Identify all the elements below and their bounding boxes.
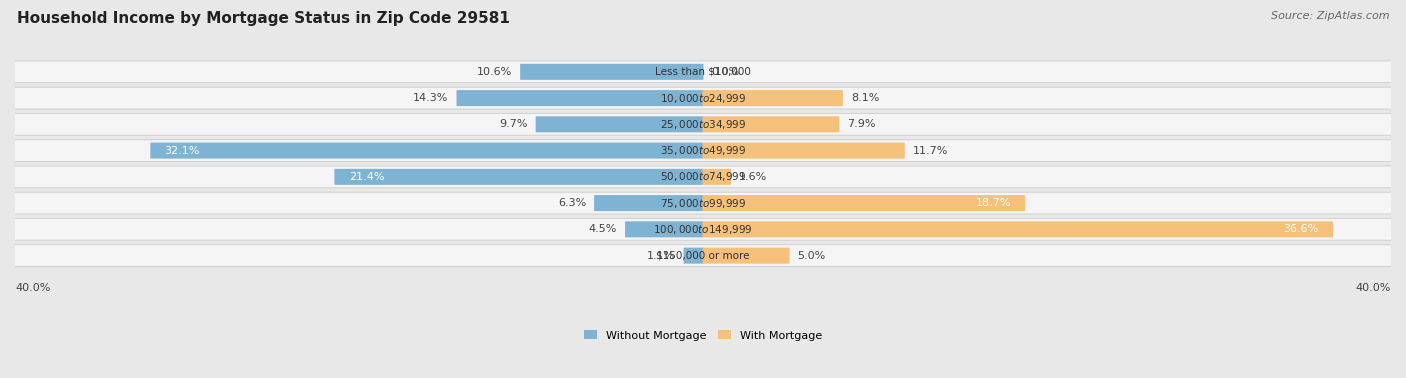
Text: 40.0%: 40.0%	[15, 283, 51, 293]
Text: Source: ZipAtlas.com: Source: ZipAtlas.com	[1271, 11, 1389, 21]
FancyBboxPatch shape	[536, 116, 703, 132]
FancyBboxPatch shape	[14, 87, 1392, 109]
FancyBboxPatch shape	[703, 90, 842, 106]
Text: 18.7%: 18.7%	[976, 198, 1011, 208]
Text: 9.7%: 9.7%	[499, 119, 527, 129]
Text: 11.7%: 11.7%	[912, 146, 948, 156]
Text: 40.0%: 40.0%	[1355, 283, 1391, 293]
Text: Less than $10,000: Less than $10,000	[655, 67, 751, 77]
Text: 4.5%: 4.5%	[589, 225, 617, 234]
Text: 1.1%: 1.1%	[647, 251, 675, 260]
FancyBboxPatch shape	[14, 61, 1392, 83]
Text: 14.3%: 14.3%	[413, 93, 449, 103]
Text: 36.6%: 36.6%	[1284, 225, 1319, 234]
FancyBboxPatch shape	[703, 169, 731, 185]
Text: $35,000 to $49,999: $35,000 to $49,999	[659, 144, 747, 157]
FancyBboxPatch shape	[14, 113, 1392, 135]
FancyBboxPatch shape	[703, 143, 904, 159]
Text: 5.0%: 5.0%	[797, 251, 825, 260]
FancyBboxPatch shape	[683, 248, 703, 263]
Text: $75,000 to $99,999: $75,000 to $99,999	[659, 197, 747, 210]
FancyBboxPatch shape	[703, 222, 1333, 237]
FancyBboxPatch shape	[457, 90, 703, 106]
Text: $50,000 to $74,999: $50,000 to $74,999	[659, 170, 747, 183]
Text: $25,000 to $34,999: $25,000 to $34,999	[659, 118, 747, 131]
FancyBboxPatch shape	[14, 218, 1392, 240]
FancyBboxPatch shape	[703, 195, 1025, 211]
FancyBboxPatch shape	[150, 143, 703, 159]
FancyBboxPatch shape	[14, 245, 1392, 266]
FancyBboxPatch shape	[520, 64, 703, 80]
Text: $10,000 to $24,999: $10,000 to $24,999	[659, 91, 747, 105]
FancyBboxPatch shape	[626, 222, 703, 237]
Text: 21.4%: 21.4%	[349, 172, 384, 182]
Text: 1.6%: 1.6%	[740, 172, 768, 182]
FancyBboxPatch shape	[335, 169, 703, 185]
Text: $100,000 to $149,999: $100,000 to $149,999	[654, 223, 752, 236]
FancyBboxPatch shape	[14, 140, 1392, 161]
Text: Household Income by Mortgage Status in Zip Code 29581: Household Income by Mortgage Status in Z…	[17, 11, 510, 26]
FancyBboxPatch shape	[703, 248, 790, 263]
FancyBboxPatch shape	[14, 166, 1392, 188]
Text: 0.0%: 0.0%	[711, 67, 740, 77]
FancyBboxPatch shape	[14, 192, 1392, 214]
Text: 7.9%: 7.9%	[848, 119, 876, 129]
Text: 6.3%: 6.3%	[558, 198, 586, 208]
Legend: Without Mortgage, With Mortgage: Without Mortgage, With Mortgage	[579, 326, 827, 345]
Text: $150,000 or more: $150,000 or more	[657, 251, 749, 260]
FancyBboxPatch shape	[595, 195, 703, 211]
Text: 8.1%: 8.1%	[851, 93, 879, 103]
Text: 10.6%: 10.6%	[477, 67, 512, 77]
Text: 32.1%: 32.1%	[165, 146, 200, 156]
FancyBboxPatch shape	[703, 116, 839, 132]
